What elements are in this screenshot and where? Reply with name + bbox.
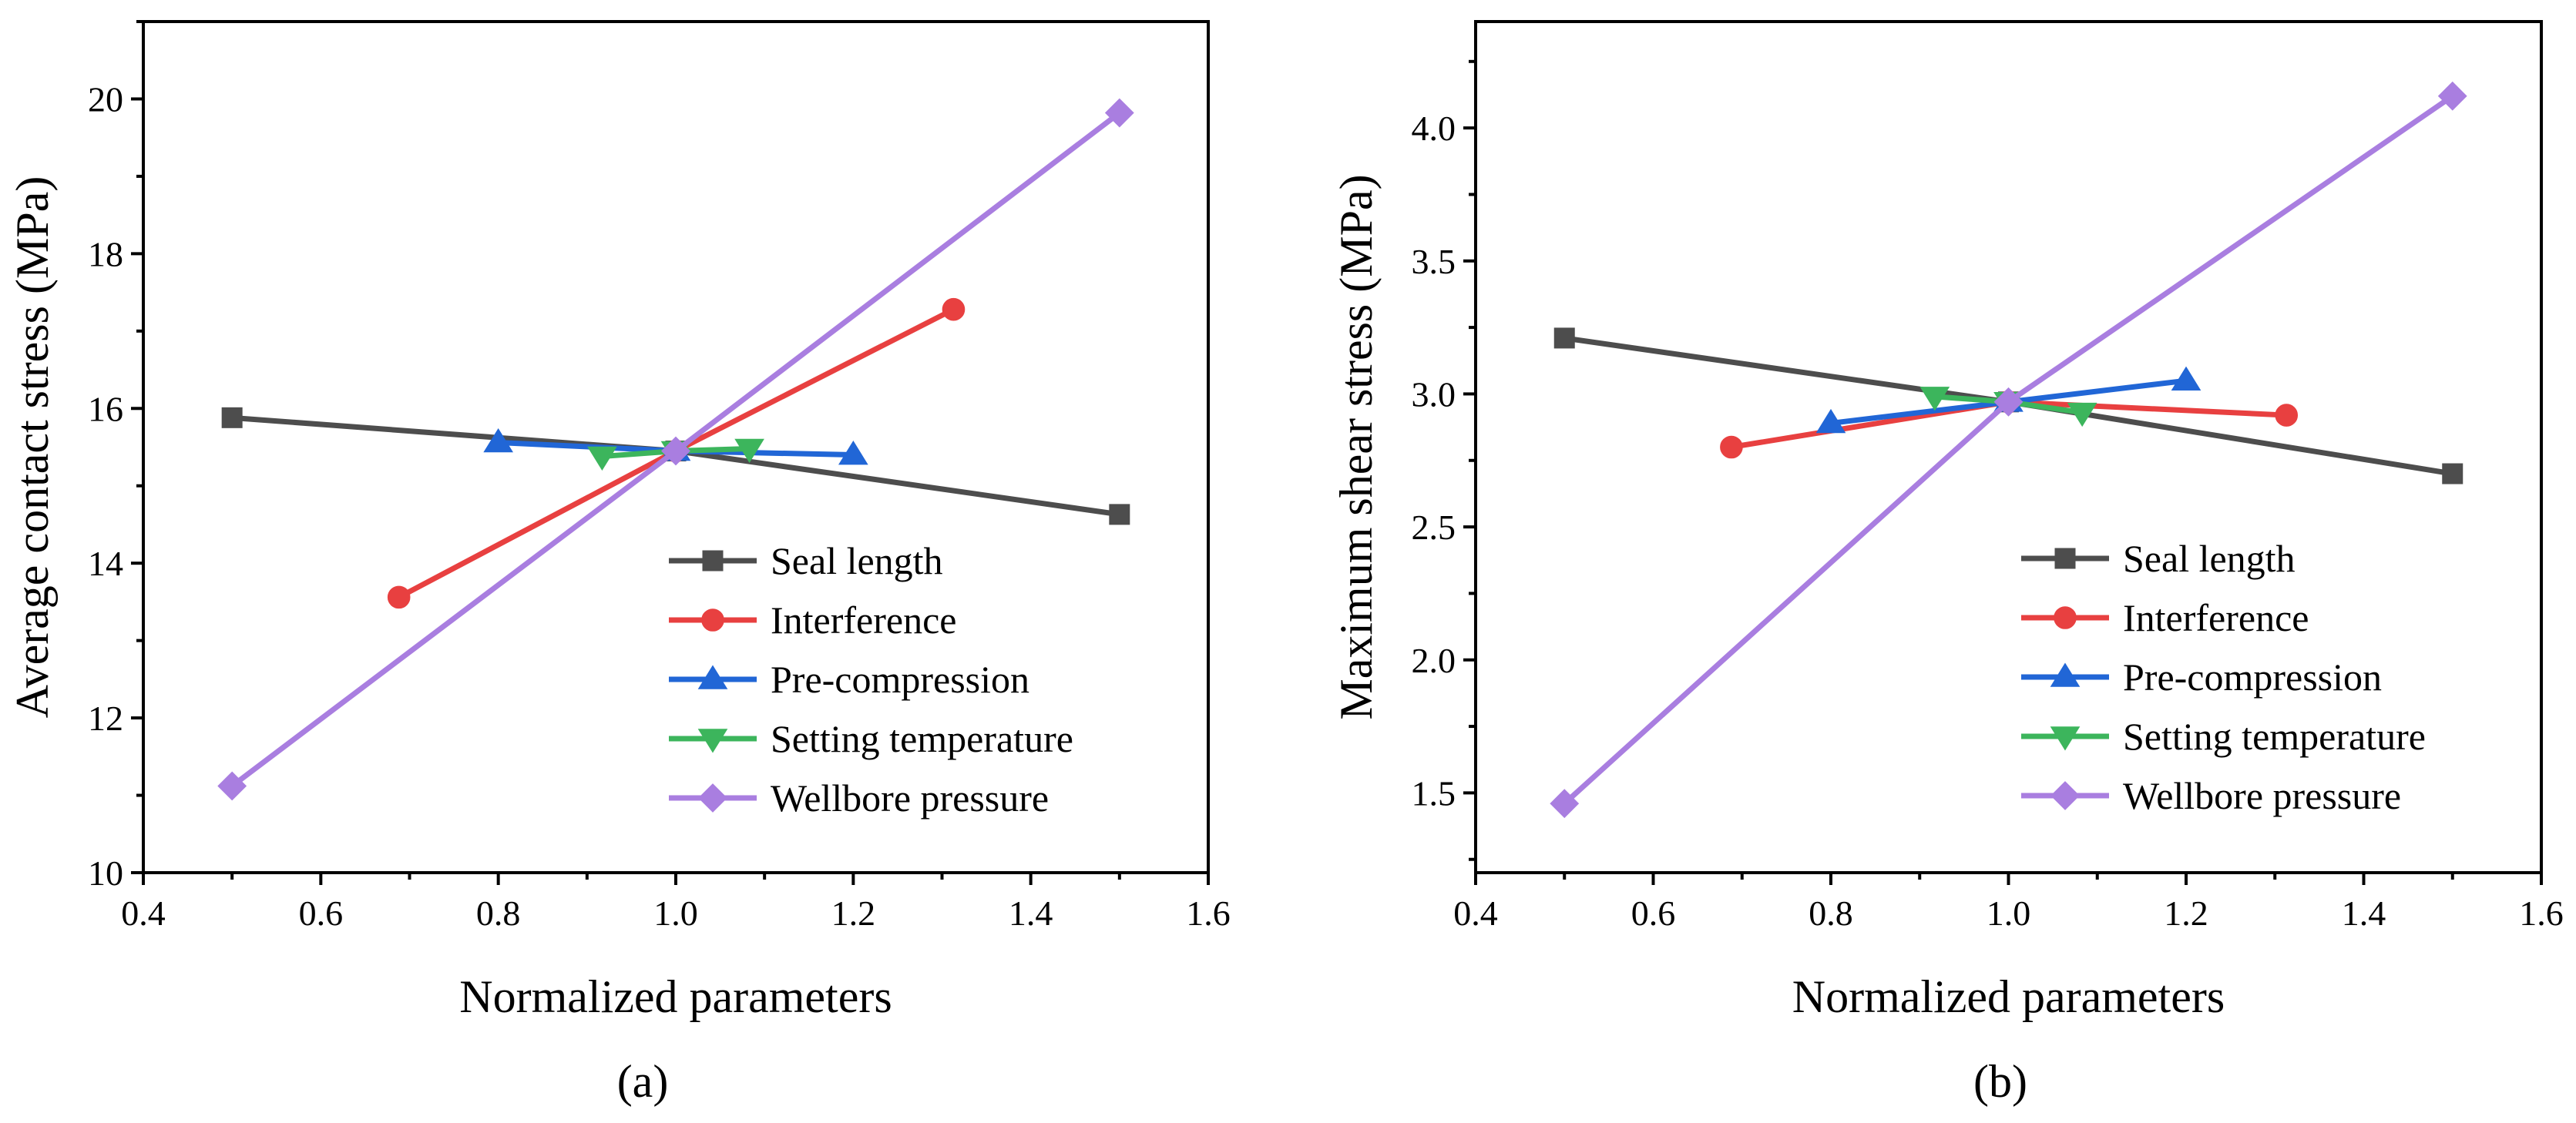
y-axis-title: Average contact stress (MPa) <box>7 176 58 719</box>
y-tick-label: 1.5 <box>1412 773 1456 813</box>
legend-entry: Pre-compression <box>2021 655 2382 699</box>
legend-entry: Seal length <box>669 539 943 582</box>
legend-marker <box>2054 548 2076 569</box>
data-point <box>2067 402 2097 427</box>
data-point <box>1550 789 1580 819</box>
x-tick-label: 0.6 <box>299 893 344 933</box>
legend-label: Seal length <box>2123 537 2296 580</box>
x-tick-label: 0.6 <box>1631 893 1676 933</box>
chart-panel-b: 0.4 0.6 0.8 1.0 1.2 1.4 1.6 1.5 2.0 2.5 3.0 3.5 4.0 N… <box>1331 20 2564 1107</box>
y-tick-label: 20 <box>88 79 123 119</box>
legend-entry: Seal length <box>2021 537 2296 580</box>
data-point <box>387 585 411 609</box>
y-tick-label: 2.5 <box>1412 508 1456 547</box>
data-point <box>1919 387 1950 411</box>
legend-entry: Setting temperature <box>669 717 1073 760</box>
x-tick-label: 1.6 <box>2519 893 2564 933</box>
data-point <box>661 436 690 466</box>
panel-label: (a) <box>617 1056 669 1107</box>
legend-marker <box>2050 726 2081 751</box>
x-tick-label: 1.2 <box>831 893 876 933</box>
data-point <box>2437 81 2467 111</box>
legend-label: Interference <box>771 598 956 642</box>
x-tick-label: 0.4 <box>121 893 166 933</box>
series-wellbore-pressure <box>217 98 1134 801</box>
y-axis-title: Maximum shear stress (MPa) <box>1331 174 1382 719</box>
data-point <box>838 441 868 465</box>
data-point <box>483 427 513 453</box>
legend-entry: Interference <box>669 598 956 642</box>
legend-marker <box>2050 781 2080 810</box>
legend-marker <box>697 729 728 753</box>
data-point <box>587 446 617 471</box>
x-axis-title: Normalized parameters <box>459 971 892 1022</box>
x-tick-label: 1.0 <box>653 893 698 933</box>
legend-label: Wellbore pressure <box>2123 774 2401 817</box>
legend-marker <box>2054 606 2077 629</box>
y-tick-label: 10 <box>88 853 123 893</box>
x-tick-label: 1.2 <box>2164 893 2208 933</box>
data-point <box>2171 366 2202 391</box>
x-axis-title: Normalized parameters <box>1792 971 2225 1022</box>
series-line <box>231 414 1120 518</box>
legend-label: Wellbore pressure <box>771 776 1049 820</box>
legend-entry: Wellbore pressure <box>669 776 1049 820</box>
y-tick-label: 3.0 <box>1412 374 1456 414</box>
data-point <box>734 438 764 464</box>
legend-label: Interference <box>2123 596 2309 639</box>
chart-panel-a: 0.4 0.6 0.8 1.0 1.2 1.4 1.6 10 12 14 16 18 20 Normali… <box>7 20 1231 1107</box>
y-tick-label: 4.0 <box>1412 109 1456 148</box>
legend-label: Pre-compression <box>2123 655 2382 699</box>
series-seal-length <box>221 407 1130 525</box>
data-point <box>2275 404 2299 427</box>
x-tick-label: 1.0 <box>1987 893 2031 933</box>
legend-entry: Interference <box>2021 596 2309 639</box>
data-point <box>1720 435 1743 459</box>
x-tick-label: 1.4 <box>1009 893 1053 933</box>
legend-label: Setting temperature <box>771 717 1073 760</box>
legend-marker <box>702 550 724 572</box>
data-point <box>1815 408 1846 434</box>
data-point <box>1109 504 1130 525</box>
x-tick-label: 1.6 <box>1186 893 1231 933</box>
legend: Seal length Interference Pre-compression Se… <box>2021 537 2426 817</box>
y-tick-label: 16 <box>88 389 123 428</box>
data-point <box>221 407 243 428</box>
series-wellbore-pressure <box>1550 81 2467 819</box>
data-point <box>1993 387 2024 417</box>
data-point <box>217 771 247 801</box>
legend-entry: Pre-compression <box>669 658 1029 701</box>
y-tick-label: 2.0 <box>1412 641 1456 680</box>
panel-label: (b) <box>1973 1056 2027 1107</box>
legend-entry: Wellbore pressure <box>2021 774 2401 817</box>
x-tick-label: 1.4 <box>2342 893 2386 933</box>
y-tick-label: 14 <box>88 544 123 583</box>
data-point <box>1553 327 1575 349</box>
x-tick-label: 0.8 <box>476 893 521 933</box>
y-tick-label: 12 <box>88 699 123 738</box>
legend-label: Seal length <box>771 539 943 582</box>
legend-marker <box>2050 662 2081 687</box>
legend-marker <box>701 608 724 632</box>
legend: Seal length Interference Pre-compression Se… <box>669 539 1073 820</box>
legend-entry: Setting temperature <box>2021 715 2426 758</box>
legend-marker <box>697 665 728 689</box>
y-tick-label: 18 <box>88 234 123 273</box>
x-tick-label: 0.8 <box>1809 893 1853 933</box>
legend-label: Setting temperature <box>2123 715 2426 758</box>
y-tick-label: 3.5 <box>1412 242 1456 281</box>
data-point <box>942 297 966 321</box>
x-tick-label: 0.4 <box>1453 893 1498 933</box>
data-point <box>1104 98 1134 128</box>
legend-label: Pre-compression <box>771 658 1029 701</box>
data-point <box>2442 463 2463 484</box>
legend-marker <box>698 783 727 813</box>
